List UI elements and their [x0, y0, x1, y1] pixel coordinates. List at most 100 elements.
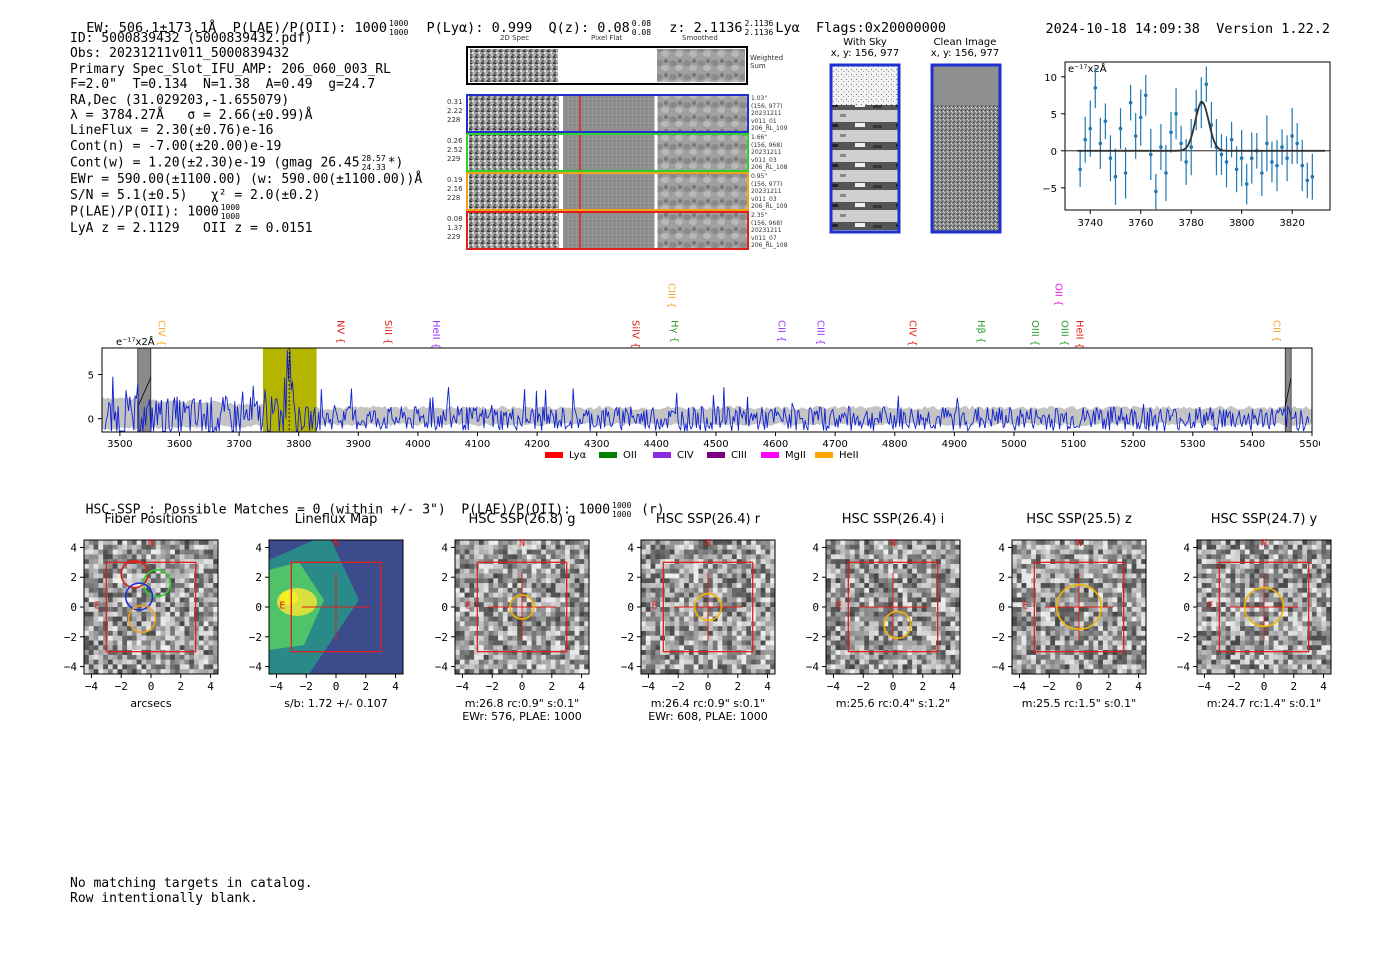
panel-footer: m:25.6 rc:0.4" s:1.2" — [835, 697, 951, 710]
aperture-circle — [124, 582, 154, 611]
y-tick-label: 2 — [255, 571, 262, 584]
x-tick-label: 3760 — [1128, 218, 1153, 229]
x-tick-label: 0 — [890, 680, 897, 693]
cutout-row-info: 2.35" (156, 968) 20231211 v011_07 206_RL_108 — [751, 212, 788, 249]
data-point — [1108, 135, 1113, 182]
data-point — [1234, 146, 1239, 193]
panel-footer: m:26.4 rc:0.9" s:0.1" EWr: 608, PLAE: 100… — [648, 697, 768, 723]
data-point — [1093, 67, 1098, 109]
spectrum-line — [104, 349, 1310, 432]
data-point — [1169, 111, 1173, 153]
data-point — [1239, 130, 1244, 187]
x-tick-label: 4200 — [524, 439, 549, 450]
y-tick-label: 4 — [812, 541, 819, 554]
east-marker: E — [651, 600, 657, 611]
y-tick-label: 2 — [812, 571, 819, 584]
y-tick-label: −2 — [249, 631, 262, 644]
panel-title: HSC SSP(26.4) r — [655, 512, 761, 527]
data-point — [1275, 140, 1279, 192]
svg-text:OII: OII — [623, 450, 637, 461]
header-bar: EW: 506.1±173.1Å P(LAE)/P(OII): 1000 1000… — [86, 19, 947, 37]
detection-info: ID: 5000839432 (5000839432.pdf) Obs: 202… — [70, 31, 422, 236]
emission-line-label: SiIV { — [630, 320, 641, 348]
hsc-panel: HSC SSP(26.4) i N E 4 2 0 −2 −4 −4 −2 0 2 4 m:25.6 rc… — [796, 512, 986, 727]
y-tick-label: 10 — [1044, 73, 1057, 84]
search-box — [1033, 561, 1125, 653]
info-obs: Obs: 20231211v011_5000839432 — [70, 46, 290, 62]
x-tick-label: 4800 — [882, 439, 907, 450]
panel-footer: s/b: 1.72 +/- 0.107 — [284, 697, 388, 710]
x-tick-label: 2 — [548, 680, 555, 693]
y-tick-label: 2 — [627, 571, 634, 584]
east-marker: E — [279, 600, 285, 611]
data-point — [1290, 107, 1294, 165]
panel-footer: m:25.5 rc:1.5" s:0.1" — [1021, 697, 1137, 710]
y-tick-label: 5 — [88, 371, 94, 382]
panel-footer: m:24.7 rc:1.4" s:0.1" — [1206, 697, 1322, 710]
data-point — [1295, 123, 1299, 164]
emission-line-label: CII { — [776, 320, 787, 342]
search-box — [290, 561, 382, 653]
cutout-row — [466, 133, 749, 172]
y-tick-label: −2 — [621, 631, 634, 644]
y-tick-label: −2 — [992, 631, 1005, 644]
panel-title: Fiber Positions — [104, 512, 198, 527]
data-point — [1285, 135, 1289, 182]
emission-line-label: NV { — [334, 320, 345, 344]
cutout-row-weights: 0.19 2.16 228 — [447, 176, 463, 202]
with-sky-title: With Sky x, y: 156, 977 — [830, 37, 900, 59]
info-sn: S/N = 5.1(±0.5) χ² = 2.0(±0.2) — [70, 187, 321, 203]
svg-text:CIV: CIV — [677, 450, 694, 461]
cutout-row-weights: 0.31 2.22 228 — [447, 98, 463, 124]
y-tick-label: 2 — [1183, 571, 1190, 584]
x-tick-label: 2 — [919, 680, 926, 693]
emission-line-label: OIII { — [1059, 320, 1070, 346]
data-point — [1224, 136, 1229, 188]
x-tick-label: 4 — [207, 680, 214, 693]
north-marker: N — [519, 538, 525, 549]
x-tick-label: −4 — [1013, 680, 1027, 693]
x-tick-label: 3800 — [286, 439, 311, 450]
data-point — [1103, 103, 1108, 139]
north-marker: N — [148, 538, 154, 549]
y-tick-label: 0 — [441, 601, 448, 614]
east-marker: E — [1022, 600, 1028, 611]
svg-text:MgII: MgII — [785, 450, 806, 461]
x-tick-label: 3800 — [1229, 218, 1254, 229]
data-point — [1179, 125, 1183, 162]
y-tick-label: 0 — [998, 601, 1005, 614]
data-point — [1164, 144, 1168, 202]
hsc-summary: HSC-SSP : Possible Matches = 0 (within +… — [85, 501, 665, 519]
cutout-row — [466, 211, 749, 250]
info-radec: RA,Dec (31.029203,-1.655079) — [70, 92, 290, 108]
data-point — [1078, 151, 1082, 188]
x-tick-label: 0 — [333, 680, 340, 693]
aperture-circle — [1243, 586, 1285, 628]
data-point — [1154, 173, 1158, 210]
data-point — [1305, 162, 1310, 199]
y-tick-label: −4 — [621, 661, 635, 674]
flags-value: Flags:0x20000000 — [816, 20, 947, 36]
panel-title: HSC SSP(25.5) z — [1026, 512, 1132, 527]
data-point — [1143, 74, 1148, 116]
search-box — [1218, 561, 1310, 653]
z-value: z: 2.1136 — [669, 20, 743, 36]
y-tick-label: −2 — [806, 631, 819, 644]
x-tick-label: 0 — [705, 680, 712, 693]
y-tick-label: 2 — [441, 571, 448, 584]
y-tick-label: 2 — [70, 571, 77, 584]
x-tick-label: 3900 — [346, 439, 371, 450]
footer-line-1: No matching targets in catalog. — [70, 876, 313, 891]
y-tick-label: −2 — [64, 631, 77, 644]
y-tick-label: 0 — [70, 601, 77, 614]
info-params: F=2.0" T=0.134 N=1.38 A=0.49 g=24.7 — [70, 77, 376, 93]
y-tick-label: 0 — [627, 601, 634, 614]
aperture-circle — [509, 594, 535, 620]
data-point — [1260, 150, 1264, 196]
east-marker: E — [1207, 600, 1213, 611]
panel-footer: m:26.8 rc:0.9" s:0.1" EWr: 576, PLAE: 100… — [462, 697, 582, 723]
x-tick-label: 3820 — [1279, 218, 1304, 229]
full-spectrum-chart: 5 0 3500 3600 3700 3800 3900 4000 4100 4200 4300 44… — [88, 283, 1320, 461]
cutout-panel: 2D Spec Pixel Flat Smoothed — [445, 32, 795, 257]
x-tick-label: −2 — [486, 680, 499, 693]
